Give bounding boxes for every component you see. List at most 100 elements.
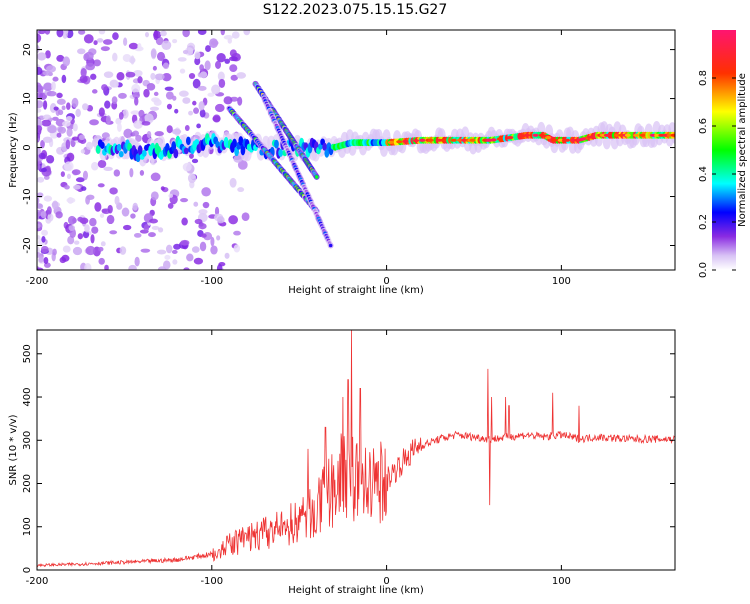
heatmap-x-tick-label: 0 [383, 276, 389, 287]
heatmap-noise-cell [164, 86, 174, 91]
heatmap-noise-cell [210, 245, 218, 255]
heatmap-noise-cell [146, 82, 156, 91]
colorbar-tick-label: 0.4 [698, 166, 709, 182]
heatmap-noise-cell [89, 119, 99, 126]
heatmap-noise-cell [113, 169, 121, 177]
heatmap-noise-cell [84, 224, 90, 233]
heatmap-core-cell [557, 138, 564, 142]
heatmap-noise-cell [128, 264, 137, 270]
colorbar-tick-label: 0.6 [698, 118, 709, 134]
heatmap-noise-cell [134, 96, 139, 106]
heatmap-noise-cell [40, 139, 45, 149]
heatmap-noise-cell [102, 39, 113, 45]
heatmap-noise-cell [236, 72, 247, 79]
heatmap-noise-cell [131, 83, 141, 94]
heatmap-noise-cell [38, 89, 44, 94]
snr-x-ticks: -200 -100 0 100 [26, 330, 571, 587]
heatmap-noise-cell [42, 136, 53, 143]
heatmap-noise-cell [37, 163, 41, 170]
heatmap-noise-cell [80, 68, 87, 78]
heatmap-streak-cell [328, 243, 333, 248]
heatmap-noise-cell [56, 98, 66, 105]
heatmap-noise-cell [186, 253, 194, 262]
heatmap-line-cell [116, 143, 122, 152]
heatmap-x-tick-label: -200 [26, 276, 49, 287]
heatmap-noise-cell [151, 225, 160, 231]
heatmap-noise-cell [98, 246, 104, 252]
heatmap-noise-cell [86, 141, 93, 151]
heatmap-noise-cell [94, 202, 102, 212]
snr-x-tick-label: 0 [383, 576, 389, 587]
heatmap-core-cell [507, 135, 514, 140]
heatmap-noise-cell [62, 120, 71, 127]
heatmap-noise-cell [83, 34, 94, 44]
heatmap-noise-cell [125, 71, 136, 78]
heatmap-noise-cell [186, 42, 196, 52]
heatmap-noise-cell [37, 108, 42, 113]
heatmap-noise-cell [80, 149, 86, 154]
heatmap-noise-cell [135, 134, 142, 142]
heatmap-noise-cell [182, 162, 192, 172]
heatmap-y-tick-label: -10 [22, 188, 33, 204]
heatmap-noise-cell [91, 161, 99, 171]
heatmap-noise-cell [90, 73, 97, 80]
snr-x-label: Height of straight line (km) [288, 585, 424, 596]
heatmap-noise-cell [137, 42, 142, 51]
heatmap-core-cell [490, 138, 497, 142]
heatmap-noise-cell [37, 33, 42, 43]
heatmap-noise-cell [38, 152, 46, 160]
heatmap-noise-cell [41, 119, 52, 127]
heatmap-noise-cell [64, 185, 70, 190]
heatmap-core-cell [658, 133, 665, 137]
heatmap-noise-cell [171, 249, 178, 254]
heatmap-noise-cell [132, 91, 141, 99]
heatmap-noise-cell [223, 35, 234, 40]
heatmap-line-cell [278, 148, 284, 157]
heatmap-x-tick-label: 100 [552, 276, 571, 287]
heatmap-noise-cell [113, 81, 119, 88]
heatmap-line-cell [322, 142, 328, 151]
heatmap-noise-cell [184, 125, 190, 132]
heatmap-noise-cell [172, 95, 177, 101]
heatmap-noise-cell [100, 46, 110, 52]
heatmap-noise-cell [119, 246, 127, 255]
heatmap-noise-cell [47, 125, 57, 134]
heatmap-noise-cell [243, 30, 251, 36]
heatmap-core-cell [618, 133, 625, 137]
heatmap-noise-cell [73, 240, 80, 245]
heatmap-noise-cell [157, 227, 164, 233]
heatmap-noise-cell [42, 114, 52, 120]
heatmap-core-cell [570, 138, 577, 142]
heatmap-noise-cell [77, 216, 84, 222]
snr-frame [36, 329, 676, 571]
heatmap-noise-cell [84, 51, 94, 61]
heatmap-noise-cell [37, 235, 41, 240]
heatmap-noise-cell [112, 32, 119, 40]
heatmap-core-cell [654, 133, 661, 137]
heatmap-noise-cell [37, 197, 40, 204]
heatmap-noise-cell [137, 76, 143, 84]
heatmap-noise-cell [216, 216, 225, 224]
heatmap-noise-cell [65, 116, 73, 122]
heatmap-noise-cell [199, 64, 204, 72]
heatmap-noise-cell [109, 230, 118, 235]
heatmap-core-cell [436, 138, 443, 142]
heatmap-noise-cell [99, 213, 105, 218]
heatmap-noise-cell [150, 48, 157, 59]
heatmap-noise-cell [71, 169, 81, 176]
heatmap-noise-cell [42, 70, 52, 76]
heatmap-core-cell [587, 135, 594, 139]
heatmap-noise-cell [98, 257, 105, 265]
heatmap-noise-cell [202, 201, 210, 209]
heatmap-noise-cell [199, 241, 207, 252]
heatmap-noise-cell [38, 255, 44, 263]
heatmap-noise-cell [65, 139, 71, 150]
heatmap-noise-cell [89, 217, 97, 227]
heatmap-noise-cell [46, 90, 57, 97]
heatmap-noise-cell [96, 38, 104, 43]
heatmap-line-cell [118, 150, 124, 158]
heatmap-noise-cell [133, 69, 143, 77]
heatmap-core-cell [670, 133, 675, 137]
heatmap-noise-cell [72, 246, 83, 256]
heatmap-noise-cell [75, 108, 81, 118]
